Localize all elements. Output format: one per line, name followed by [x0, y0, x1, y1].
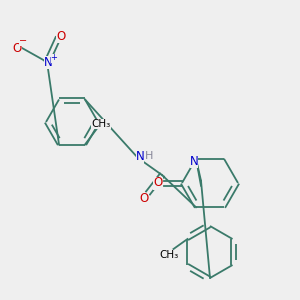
- Text: O: O: [12, 41, 22, 55]
- Text: O: O: [140, 193, 148, 206]
- Text: N: N: [136, 151, 144, 164]
- Text: O: O: [56, 29, 66, 43]
- Text: −: −: [19, 36, 27, 46]
- Text: N: N: [190, 155, 198, 168]
- Text: CH₃: CH₃: [160, 250, 179, 260]
- Text: N: N: [44, 56, 52, 68]
- Text: CH₃: CH₃: [92, 118, 111, 128]
- Text: H: H: [145, 151, 153, 161]
- Text: O: O: [153, 176, 163, 190]
- Text: +: +: [51, 53, 57, 62]
